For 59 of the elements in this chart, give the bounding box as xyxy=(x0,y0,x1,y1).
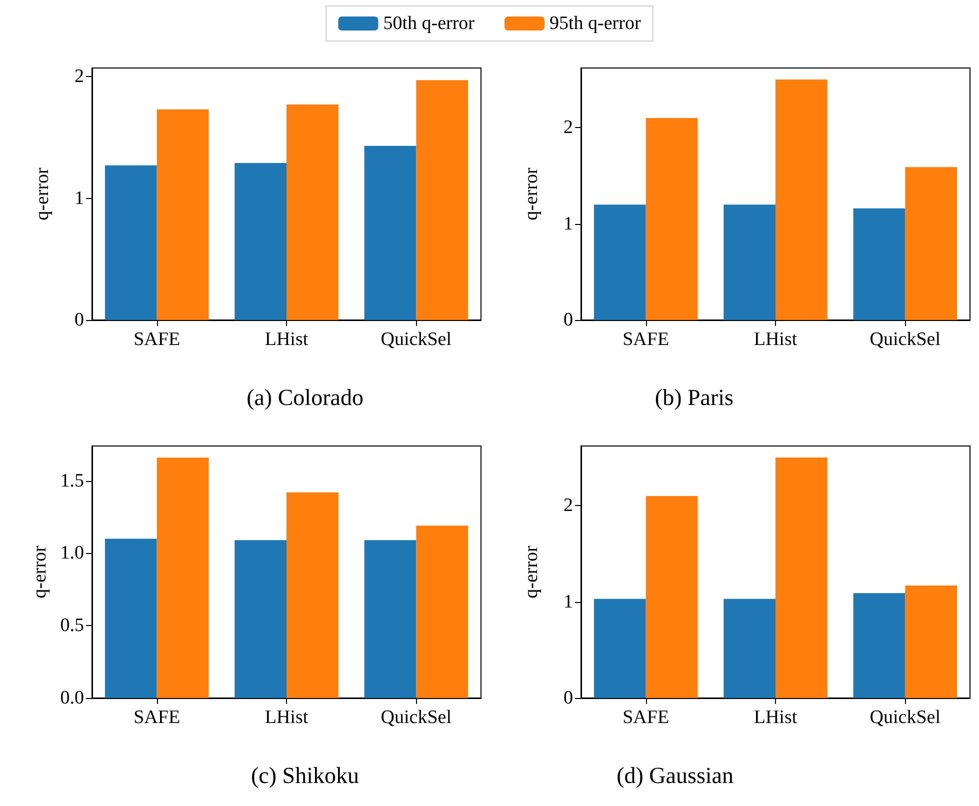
legend-label: 95th q-error xyxy=(550,13,642,34)
y-tick-label: 2 xyxy=(564,495,573,516)
text: (b) Paris xyxy=(654,385,734,410)
x-tick-label: LHist xyxy=(264,707,309,728)
y-axis-title: q-error xyxy=(32,166,53,220)
x-tick-label: SAFE xyxy=(134,707,180,728)
bar xyxy=(646,496,698,698)
y-axis-title: q-error xyxy=(29,544,50,598)
bar xyxy=(416,80,468,320)
bar xyxy=(104,538,157,698)
y-axis-title: q-error xyxy=(521,166,542,220)
text: (c) Shikoku xyxy=(251,763,360,788)
bar xyxy=(594,204,646,320)
bar xyxy=(286,104,338,320)
x-tick-label: QuickSel xyxy=(870,329,941,350)
bar xyxy=(104,165,157,320)
x-tick-label: LHist xyxy=(754,329,798,350)
bar xyxy=(776,458,828,698)
bar xyxy=(156,109,209,320)
bar xyxy=(646,118,698,320)
bar xyxy=(724,598,776,698)
y-tick-label: 2 xyxy=(74,66,84,88)
legend-label: 50th q-error xyxy=(383,13,476,34)
bar xyxy=(416,526,468,698)
y-tick-label: 0 xyxy=(564,688,573,708)
y-tick-label: 0 xyxy=(74,310,84,330)
x-tick-label: QuickSel xyxy=(870,707,941,728)
y-tick-label: 0.0 xyxy=(60,688,84,708)
x-tick-label: SAFE xyxy=(622,707,670,728)
bar xyxy=(853,208,906,320)
bar xyxy=(905,585,958,698)
x-tick-label: LHist xyxy=(754,707,798,728)
x-tick-label: LHist xyxy=(264,329,309,350)
bar xyxy=(724,204,776,320)
y-tick-label: 1 xyxy=(564,591,573,612)
bar xyxy=(234,540,286,698)
x-tick-label: SAFE xyxy=(622,329,670,350)
x-tick-label: QuickSel xyxy=(380,707,452,728)
bar xyxy=(364,146,416,320)
bar xyxy=(594,598,646,698)
x-tick-label: QuickSel xyxy=(380,329,452,350)
bar xyxy=(776,80,828,320)
bar xyxy=(156,458,209,698)
y-tick-label: 0.5 xyxy=(60,615,84,636)
bar xyxy=(286,492,338,698)
bar xyxy=(905,167,958,320)
y-tick-label: 1.5 xyxy=(60,470,84,492)
y-tick-label: 0 xyxy=(564,310,573,330)
text: (a) Colorado xyxy=(246,385,364,410)
bar xyxy=(234,162,286,320)
bar xyxy=(364,540,416,698)
text: (d) Gaussian xyxy=(616,763,734,788)
x-tick-label: SAFE xyxy=(134,329,180,350)
y-tick-label: 2 xyxy=(564,117,573,138)
y-tick-label: 1 xyxy=(74,188,84,209)
y-axis-title: q-error xyxy=(521,544,542,598)
y-tick-label: 1 xyxy=(564,213,573,234)
bar xyxy=(853,593,906,698)
y-tick-label: 1.0 xyxy=(60,542,84,564)
